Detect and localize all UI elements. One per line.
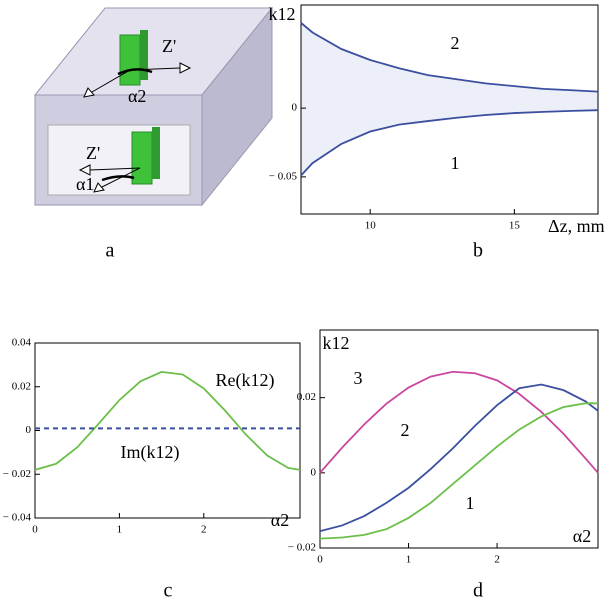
x-tick-label: 2: [201, 524, 207, 536]
panel-label: a: [106, 240, 115, 262]
y-tick-label: − 0.04: [3, 512, 32, 524]
x-axis-label: α2: [573, 526, 591, 546]
x-tick-label: 15: [509, 220, 521, 232]
series-label: 1: [451, 153, 460, 173]
pin-bottom-side: [152, 127, 160, 179]
series-label: Re(k12): [216, 370, 275, 391]
x-tick-label: 0: [32, 524, 38, 536]
plot-frame: [320, 330, 598, 548]
axis-label: Z': [162, 36, 176, 56]
y-tick-label: − 0.02: [3, 468, 31, 480]
y-axis-label: k12: [323, 333, 350, 353]
series-label: 3: [354, 368, 363, 388]
angle-label: α2: [128, 86, 146, 106]
pin-top: [120, 35, 140, 85]
pin-bottom: [132, 132, 152, 184]
x-tick-label: 2: [494, 554, 500, 566]
y-tick-label: 0.04: [12, 337, 32, 349]
y-tick-label: 0: [292, 102, 298, 114]
x-tick-label: 10: [365, 220, 377, 232]
x-tick-label: 1: [406, 554, 412, 566]
y-tick-label: 0.02: [297, 391, 316, 403]
box-opening: [48, 125, 190, 195]
panel-a-drawing: Z' α2 Z' α1: [35, 8, 272, 205]
series-line: [320, 403, 598, 538]
series-label: 2: [401, 420, 410, 440]
angle-label: α1: [76, 174, 94, 194]
y-tick-label: 0: [26, 424, 32, 436]
series-label: Im(k12): [121, 442, 180, 463]
y-axis-label: k12: [269, 4, 296, 24]
figure: Z' α2 Z' α1 a b c d − 0.050101521k12Δz, …: [0, 0, 610, 607]
y-tick-label: 0: [311, 466, 317, 478]
series-label: 1: [466, 493, 475, 513]
pin-top-side: [140, 30, 148, 80]
series-line: [320, 385, 598, 532]
panel-label: b: [473, 240, 483, 262]
y-tick-label: − 0.02: [288, 542, 316, 554]
x-tick-label: 0: [317, 554, 323, 566]
x-tick-label: 1: [117, 524, 123, 536]
axis-label: Z': [86, 143, 100, 163]
y-tick-label: 0.02: [12, 380, 31, 392]
x-axis-label: α2: [271, 510, 289, 530]
y-tick-label: − 0.05: [269, 170, 298, 182]
panel-label: d: [473, 580, 483, 602]
series-label: 2: [451, 33, 460, 53]
x-axis-label: Δz, mm: [548, 216, 605, 236]
panel-label: c: [164, 580, 173, 602]
shaded-region: [301, 23, 598, 176]
